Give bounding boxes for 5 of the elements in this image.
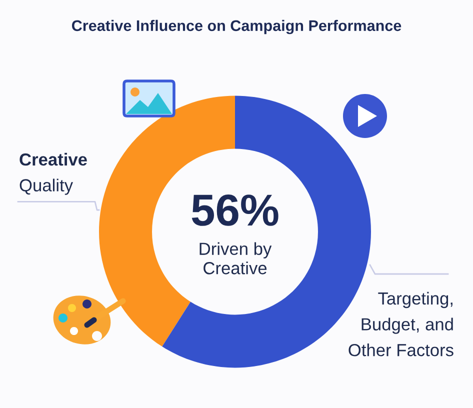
text: Driven by Creative xyxy=(200,242,272,274)
text: 56% xyxy=(192,194,278,226)
slice-label: Targeting, Budget, and Other Factors xyxy=(348,292,454,356)
chart-title: Creative Influence on Campaign Performance xyxy=(72,20,402,34)
slice-label: Creative Quality xyxy=(20,152,87,195)
